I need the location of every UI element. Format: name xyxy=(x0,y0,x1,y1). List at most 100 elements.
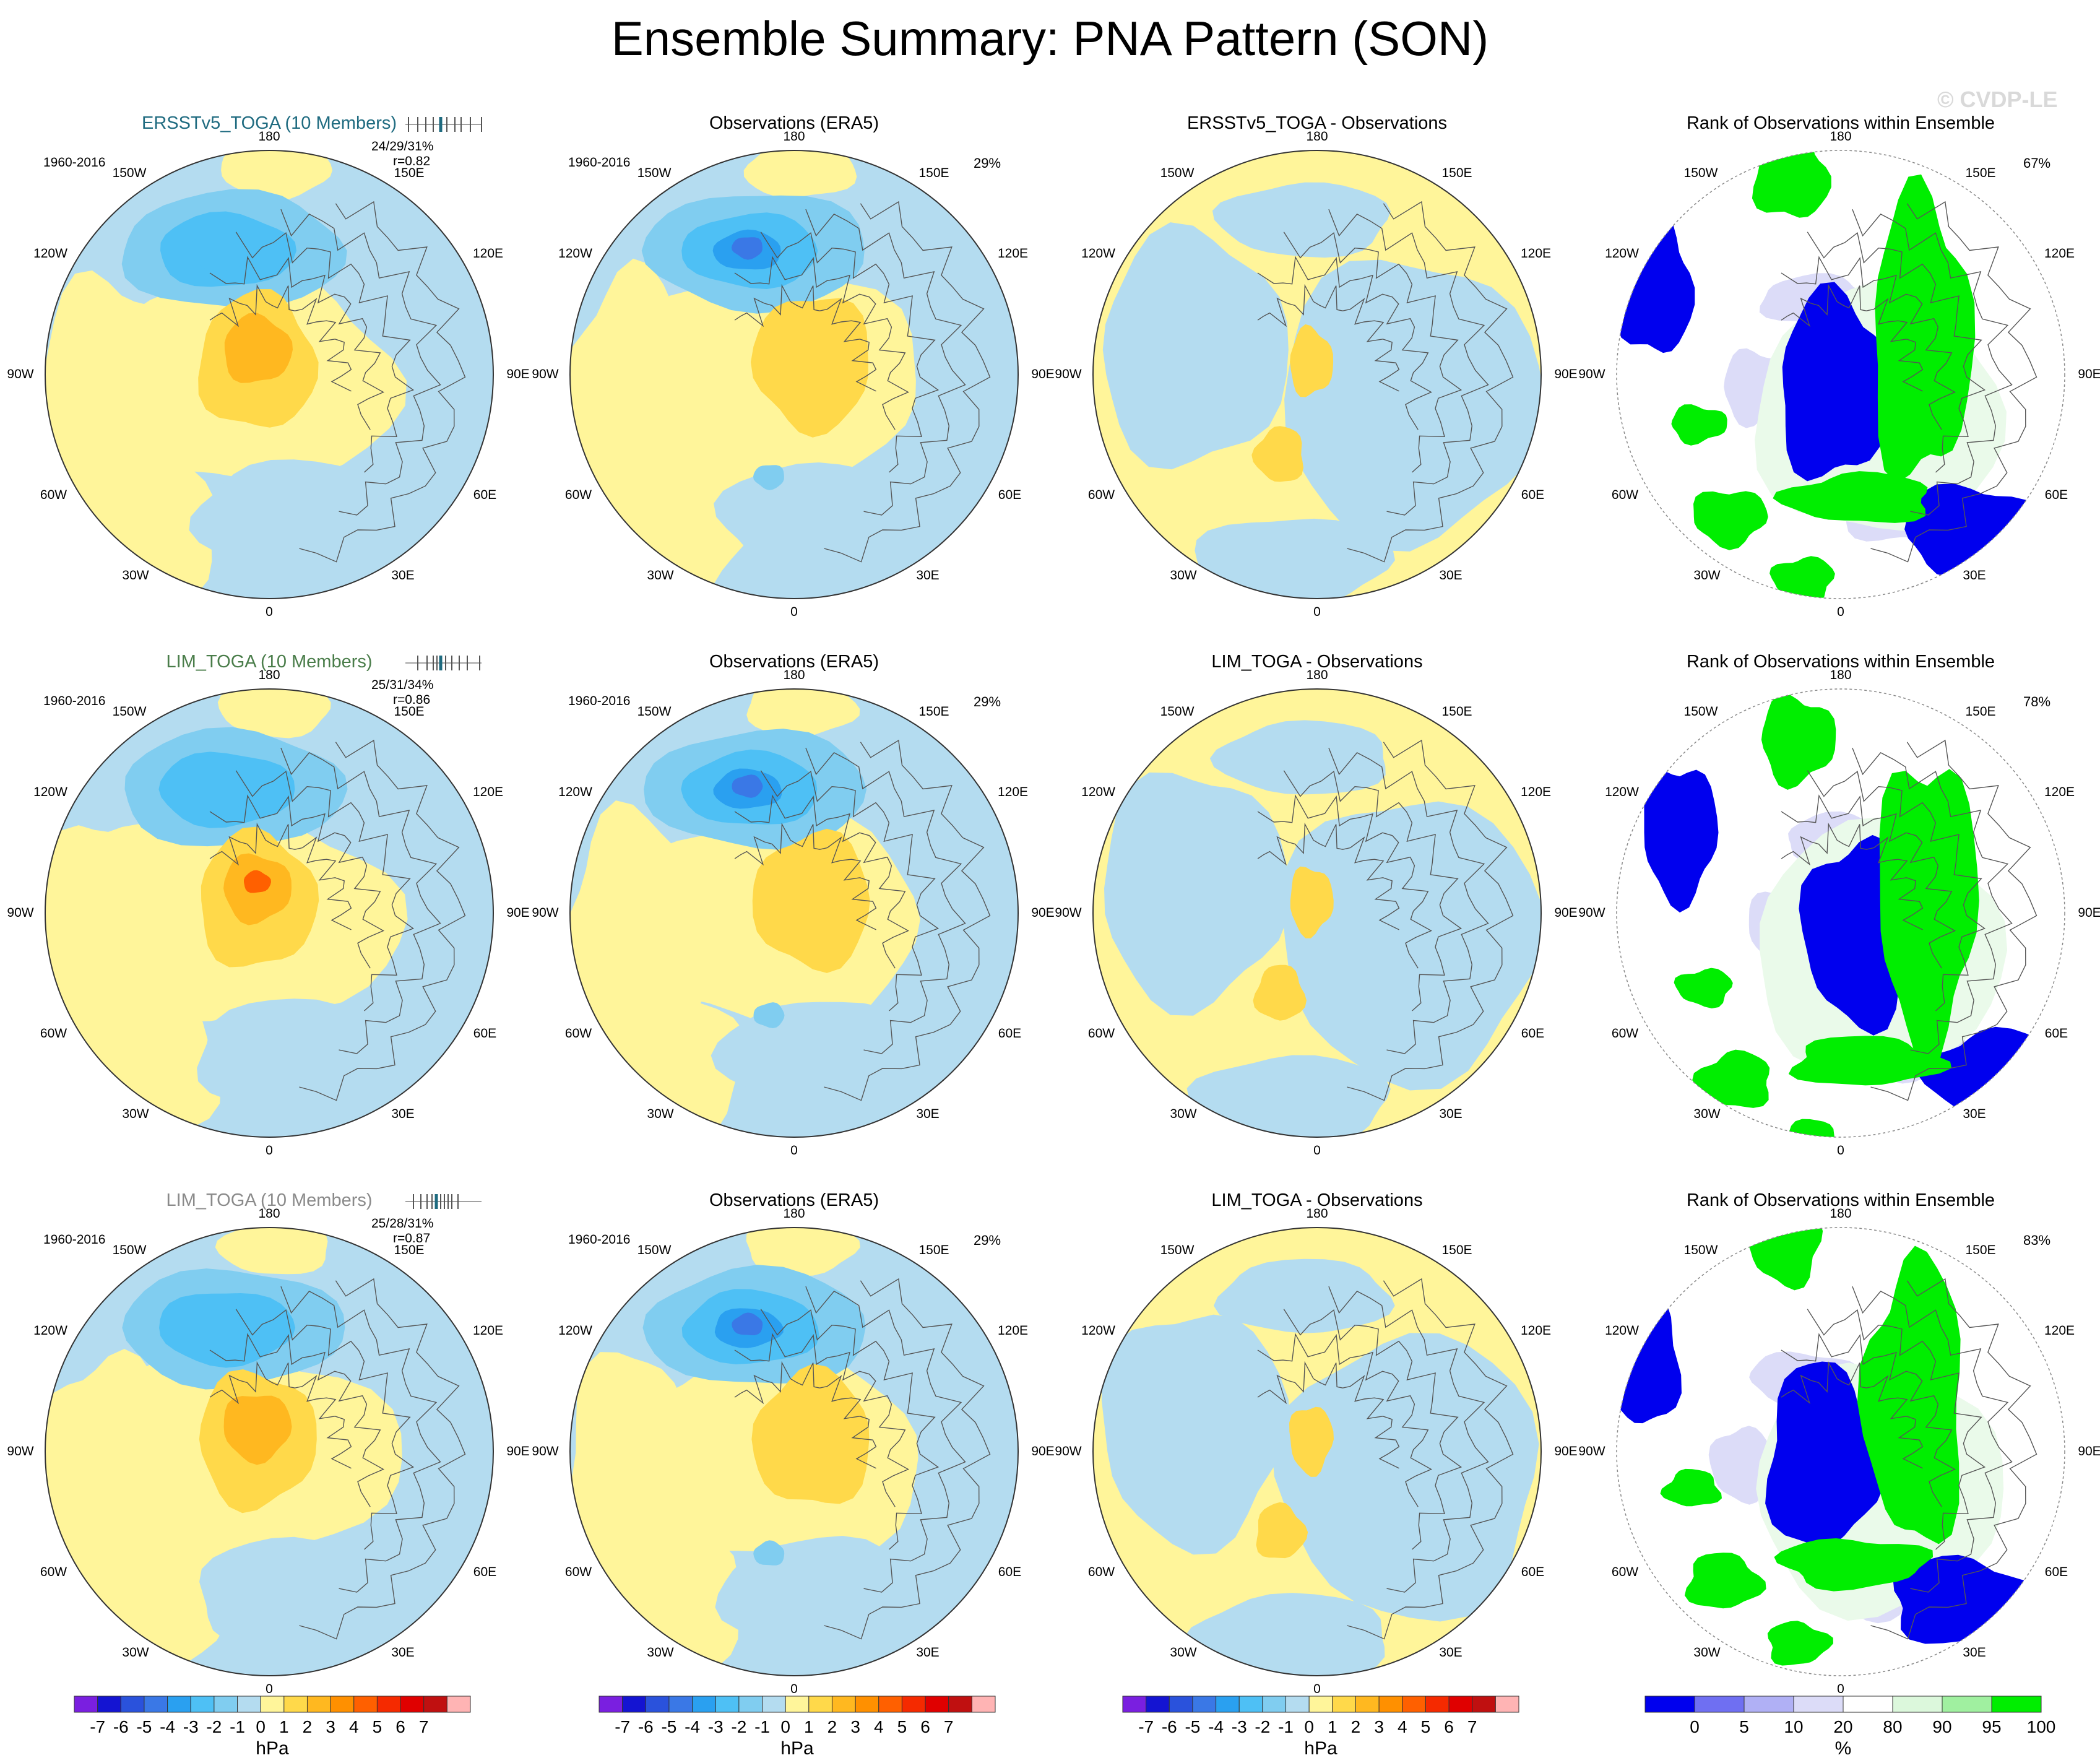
colorbar-swatch xyxy=(1332,1696,1356,1713)
colorbar-swatch xyxy=(1216,1696,1240,1713)
longitude-label: 180 xyxy=(1830,129,1852,144)
map-border xyxy=(45,688,494,1138)
colorbar-tick-label: 5 xyxy=(372,1717,382,1736)
positive-anomaly-region xyxy=(746,1228,860,1276)
positive-anomaly-region xyxy=(221,150,333,201)
longitude-label: 120E xyxy=(1520,1323,1552,1338)
colorbar-swatch xyxy=(423,1696,447,1713)
longitude-label: 150E xyxy=(1441,1242,1472,1257)
longitude-label: 180 xyxy=(1306,129,1328,144)
longitude-label: 0 xyxy=(790,1682,798,1696)
longitude-label: 0 xyxy=(266,1143,273,1158)
colorbar-swatch xyxy=(190,1696,215,1713)
arctic-high-core xyxy=(244,870,271,893)
period-label: 1960-2016 xyxy=(43,155,106,170)
spread-stats: 24/29/31% xyxy=(371,139,434,154)
longitude-label: 150W xyxy=(112,1242,147,1257)
colorbar-tick-label: 0 xyxy=(1304,1717,1314,1736)
rank-95-100-region xyxy=(1660,1468,1722,1507)
longitude-label: 150W xyxy=(1160,1242,1195,1257)
negative-anomaly-region xyxy=(1102,222,1289,470)
colorbar-tick-label: -4 xyxy=(1208,1717,1224,1736)
longitude-label: 30E xyxy=(1439,568,1463,583)
coastline xyxy=(1257,256,1432,430)
colorbar-tick-label: 6 xyxy=(1444,1717,1454,1736)
negative-anomaly-region xyxy=(1282,801,1541,1091)
colorbar-swatch xyxy=(1843,1696,1893,1713)
longitude-label: 120E xyxy=(997,1323,1029,1338)
rank-title: Rank of Observations within Ensemble xyxy=(1686,652,1995,672)
longitude-label: 60E xyxy=(1521,488,1545,502)
colorbar-swatch xyxy=(901,1696,926,1713)
longitude-label: 90E xyxy=(2078,906,2100,920)
colorbar-swatch xyxy=(622,1696,646,1713)
longitude-label: 120E xyxy=(997,246,1029,261)
longitude-label: 30E xyxy=(391,568,415,583)
longitude-label: 180 xyxy=(1306,1206,1328,1221)
positive-anomaly-region xyxy=(746,689,860,738)
map-border xyxy=(1092,150,1542,599)
map-border xyxy=(569,150,1019,599)
longitude-label: 150E xyxy=(1965,704,1996,719)
observations-title: Observations (ERA5) xyxy=(709,652,879,672)
colorbar-tick-label: 3 xyxy=(850,1717,860,1736)
longitude-label: 60W xyxy=(564,1565,592,1579)
longitude-label: 30E xyxy=(391,1107,415,1122)
rank-percent: 67% xyxy=(2023,155,2051,171)
coastline xyxy=(1781,256,1956,430)
colorbar-swatch xyxy=(1425,1696,1450,1713)
longitude-label: 30W xyxy=(122,1107,149,1122)
longitude-label: 120E xyxy=(997,785,1029,799)
colorbar-swatch xyxy=(971,1696,996,1713)
colorbar-unit: hPa xyxy=(780,1738,814,1759)
rank-95-100-region xyxy=(1788,1036,1952,1086)
longitude-label: 90E xyxy=(2078,1444,2100,1458)
map-border xyxy=(569,688,1019,1138)
coastline xyxy=(734,1361,877,1469)
map-panel xyxy=(45,688,494,1138)
arctic-high-contour xyxy=(751,1364,870,1504)
colorbar-swatch xyxy=(1448,1696,1473,1713)
longitude-label: 30W xyxy=(1693,568,1721,583)
longitude-label: 60W xyxy=(564,488,592,502)
negative-anomaly-region xyxy=(1209,720,1386,795)
colorbar-tick-label: 1 xyxy=(804,1717,814,1736)
longitude-label: 150E xyxy=(918,165,949,180)
negative-anomaly-region xyxy=(711,1002,911,1114)
colorbar-unit: % xyxy=(1834,1738,1852,1759)
longitude-label: 60W xyxy=(40,488,67,502)
longitude-label: 90W xyxy=(1578,367,1605,381)
colorbar-swatch xyxy=(353,1696,378,1713)
map-border xyxy=(45,1227,494,1676)
rank-percent: 83% xyxy=(2023,1232,2051,1248)
colorbar-tick-label: 7 xyxy=(418,1717,429,1736)
longitude-label: 150W xyxy=(1683,704,1718,719)
rank-95-100-region xyxy=(1774,1538,1934,1592)
pacific-low-core xyxy=(189,230,257,272)
longitude-label: 30W xyxy=(1693,1645,1721,1660)
rank-95-100-region xyxy=(1752,150,1831,218)
longitude-label: 90W xyxy=(7,1444,34,1458)
negative-anomaly-region xyxy=(199,1536,401,1649)
coastline xyxy=(760,232,940,473)
map-panel xyxy=(1092,1227,1542,1676)
colorbar-swatch xyxy=(74,1696,98,1713)
colorbar-swatch xyxy=(306,1696,331,1713)
colorbar-tick-label: 5 xyxy=(897,1717,907,1736)
coastline xyxy=(1328,747,1489,1054)
positive-anomaly-region xyxy=(570,258,698,519)
colorbar-swatch xyxy=(762,1696,786,1713)
colorbar-tick-label: 6 xyxy=(920,1717,930,1736)
longitude-label: 0 xyxy=(790,1143,798,1158)
colorbar-tick-label: 7 xyxy=(1467,1717,1477,1736)
coastline xyxy=(1852,209,2013,516)
longitude-label: 120W xyxy=(1605,785,1639,799)
coastline xyxy=(734,822,877,930)
difference-title: LIM_TOGA - Observations xyxy=(1211,1190,1423,1210)
observations-title: Observations (ERA5) xyxy=(709,113,879,133)
longitude-label: 180 xyxy=(783,668,805,682)
colorbar-tick-label: 100 xyxy=(2026,1717,2056,1736)
colorbar-swatch xyxy=(1694,1696,1745,1713)
longitude-label: 150W xyxy=(112,704,147,719)
colorbar-tick-label: -5 xyxy=(661,1717,677,1736)
